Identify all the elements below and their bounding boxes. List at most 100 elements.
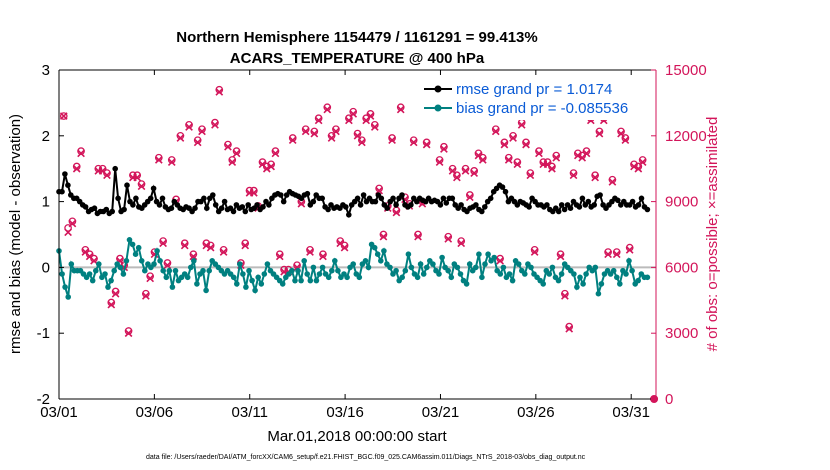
bias-point <box>378 258 384 264</box>
bias-point <box>123 258 130 264</box>
bias-point <box>506 271 513 277</box>
bias-point <box>203 287 209 294</box>
rmse-point <box>440 195 447 202</box>
obs-assimilated-marker <box>396 105 405 114</box>
bias-point <box>194 281 200 287</box>
obs-assimilated-marker <box>569 171 578 180</box>
x-axis-label: Mar.01,2018 00:00:00 start <box>267 428 447 445</box>
bias-point <box>448 274 455 281</box>
y-tick-label-left: -1 <box>37 325 50 342</box>
bias-point <box>292 277 298 284</box>
bias-point <box>463 281 470 287</box>
obs-assimilated-marker <box>414 232 422 241</box>
obs-assimilated-marker <box>345 116 353 125</box>
bias-point <box>206 267 212 274</box>
y-tick-label-left: 3 <box>42 62 50 79</box>
obs-assimilated-marker <box>211 120 219 129</box>
rmse-point <box>479 208 485 215</box>
bias-point <box>96 261 102 267</box>
rmse-point <box>280 198 287 205</box>
bias-point <box>255 274 261 281</box>
rmse-point <box>168 205 175 211</box>
rmse-point <box>130 202 136 208</box>
bias-point <box>408 264 415 271</box>
x-tick-label: 03/01 <box>40 404 78 421</box>
bias-point <box>595 290 602 297</box>
obs-possible-marker <box>59 112 68 120</box>
rmse-point <box>115 195 121 202</box>
obs-assimilated-marker <box>288 136 297 145</box>
rmse-point <box>629 198 636 205</box>
obs-assimilated-marker <box>262 164 271 173</box>
rmse-point <box>319 195 326 202</box>
bias-point <box>313 277 320 284</box>
rmse-point <box>159 195 166 202</box>
bias-point <box>500 264 507 271</box>
obs-assimilated-marker <box>107 300 116 309</box>
obs-assimilated-marker <box>548 164 556 173</box>
obs-assimilated-marker <box>530 248 539 256</box>
bias-point <box>610 267 617 274</box>
bias-point <box>580 281 586 287</box>
bias-point <box>371 244 378 251</box>
bias-point <box>402 267 409 274</box>
y-tick-label-left: -2 <box>37 391 50 408</box>
obs-assimilated-marker <box>478 156 487 164</box>
obs-assimilated-marker <box>517 120 526 129</box>
bias-point <box>126 237 133 243</box>
rmse-point <box>59 188 65 195</box>
bias-point <box>279 281 286 287</box>
rmse-point <box>638 195 645 202</box>
obs-assimilated-marker <box>388 136 396 145</box>
bias-point <box>234 281 240 287</box>
obs-assimilated-marker <box>340 243 349 252</box>
bias-point <box>65 294 71 300</box>
rmse-point <box>372 198 379 205</box>
bias-point <box>365 264 372 271</box>
bias-point <box>160 267 166 274</box>
bias-point <box>414 274 421 281</box>
obs-assimilated-marker <box>185 123 193 131</box>
obs-assimilated-marker <box>556 252 565 261</box>
bias-point <box>405 251 412 257</box>
rmse-point <box>212 202 219 208</box>
obs-assimilated-marker <box>349 110 358 118</box>
obs-assimilated-marker <box>219 248 228 256</box>
rmse-point <box>260 204 266 210</box>
obs-assimilated-marker <box>319 252 327 261</box>
rmse-point <box>201 195 207 202</box>
bias-point <box>298 277 304 284</box>
obs-assimilated-marker <box>440 145 448 153</box>
rmse-point <box>526 204 532 210</box>
bias-point <box>132 251 139 257</box>
obs-assimilated-marker <box>535 149 543 158</box>
y-tick-label-left: 2 <box>42 128 50 145</box>
obs-assimilated-marker <box>215 88 224 96</box>
obs-assimilated-marker <box>625 245 634 254</box>
bias-point <box>555 277 562 284</box>
bias-point <box>445 267 452 274</box>
obs-assimilated-marker <box>314 116 323 125</box>
obs-assimilated-marker <box>630 162 638 171</box>
rmse-point <box>644 206 651 213</box>
bias-point <box>289 267 295 274</box>
obs-assimilated-marker <box>370 123 379 131</box>
obs-assimilated-marker <box>198 127 206 136</box>
obs-assimilated-marker <box>90 256 98 265</box>
obs-assimilated-marker <box>453 173 461 182</box>
obs-assimilated-marker <box>617 129 625 138</box>
bias-point <box>129 241 136 248</box>
bias-point <box>184 274 191 281</box>
bias-point <box>135 244 142 251</box>
obs-assimilated-marker <box>297 199 306 208</box>
obs-assimilated-marker <box>154 156 163 164</box>
bias-point <box>515 261 522 267</box>
legend-bias-marker <box>434 104 442 112</box>
rmse-point <box>109 208 115 215</box>
bias-point <box>473 264 479 271</box>
bias-point <box>316 271 323 277</box>
bias-point <box>617 281 623 287</box>
bias-point <box>111 267 117 274</box>
rmse-point <box>204 205 210 211</box>
